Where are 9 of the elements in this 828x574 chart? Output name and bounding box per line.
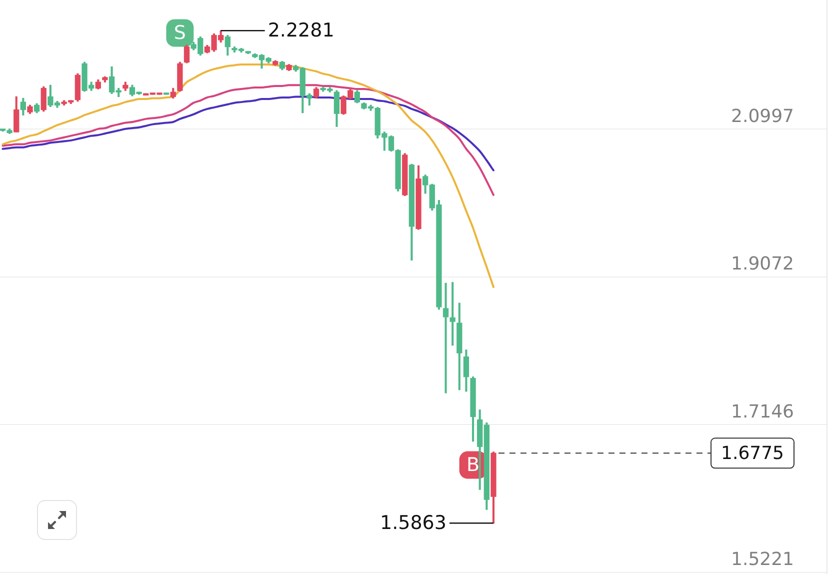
annotation: 1.5863: [380, 512, 446, 534]
ref-line-label: 1.6775: [721, 442, 784, 464]
y-tick-label: 1.9072: [731, 254, 794, 275]
y-tick-label: 2.0997: [731, 106, 794, 127]
annotation: 2.2281: [268, 20, 334, 42]
y-tick-label: 1.5221: [731, 549, 794, 570]
y-tick-label: 1.7146: [731, 401, 794, 422]
series-label: B: [466, 454, 480, 476]
series-label: S: [174, 22, 186, 44]
